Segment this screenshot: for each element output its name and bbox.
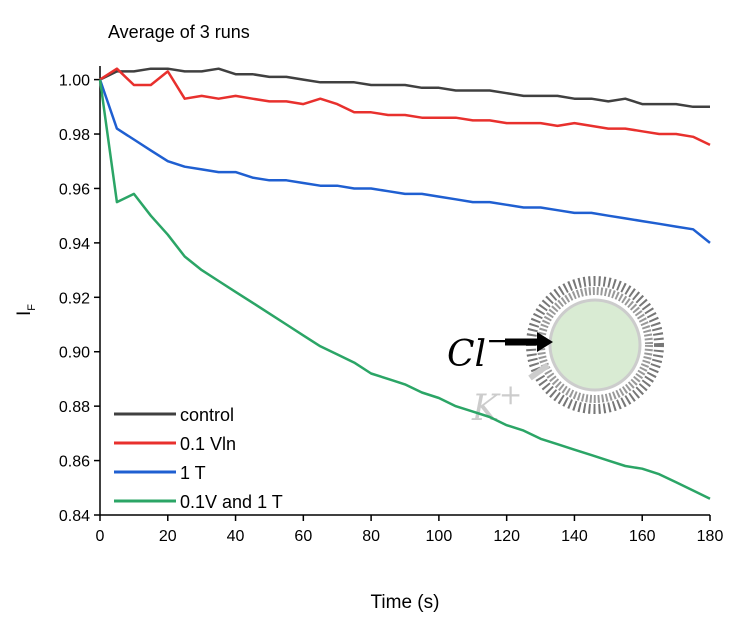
legend-label: 1 T: [180, 463, 206, 483]
inset: Cl− K+: [447, 276, 664, 429]
x-tick-label: 60: [294, 528, 312, 545]
ion-cl-charge: −: [486, 324, 509, 357]
y-tick-label: 0.88: [59, 399, 90, 416]
y-tick-label: 0.90: [59, 345, 90, 362]
y-tick-label: 0.84: [59, 508, 90, 525]
x-tick-label: 160: [629, 528, 656, 545]
y-tick-label: 0.96: [59, 181, 90, 198]
x-axis-label: Time (s): [371, 592, 440, 613]
legend-label: 0.1 Vln: [180, 434, 236, 454]
arrow-k: [528, 362, 550, 381]
vesicle: [548, 298, 642, 392]
y-label-sub: F: [26, 304, 38, 311]
y-label-main: I: [14, 311, 35, 316]
x-tick-label: 20: [159, 528, 177, 545]
x-tick-label: 100: [426, 528, 453, 545]
ion-label: K+: [471, 378, 522, 429]
x-tick-label: 80: [362, 528, 380, 545]
chart-title: Average of 3 runs: [108, 22, 250, 42]
series-line: [99, 67, 711, 147]
y-tick-label: 0.86: [59, 454, 90, 471]
ion-cl: Cl: [447, 334, 486, 375]
x-tick-label: 120: [493, 528, 520, 545]
legend-label: control: [180, 405, 234, 425]
x-tick-label: 180: [697, 528, 724, 545]
series-line: [98, 79, 711, 244]
y-tick-label: 0.92: [59, 290, 90, 307]
x-tick-label: 0: [96, 528, 105, 545]
y-tick-label: 0.94: [59, 236, 90, 253]
x-tick-label: 40: [227, 528, 245, 545]
series-line: [98, 79, 711, 500]
ion-label: Cl−: [447, 324, 510, 375]
y-tick-label: 1.00: [59, 73, 90, 90]
y-tick-label: 0.98: [59, 127, 90, 144]
y-axis-label: IF: [14, 304, 38, 316]
x-tick-label: 140: [561, 528, 588, 545]
legend-label: 0.1V and 1 T: [180, 492, 283, 512]
arrow-head: [537, 332, 553, 352]
ion-k-charge: +: [499, 378, 522, 411]
series-line: [99, 67, 710, 109]
ion-k: K: [471, 388, 501, 429]
